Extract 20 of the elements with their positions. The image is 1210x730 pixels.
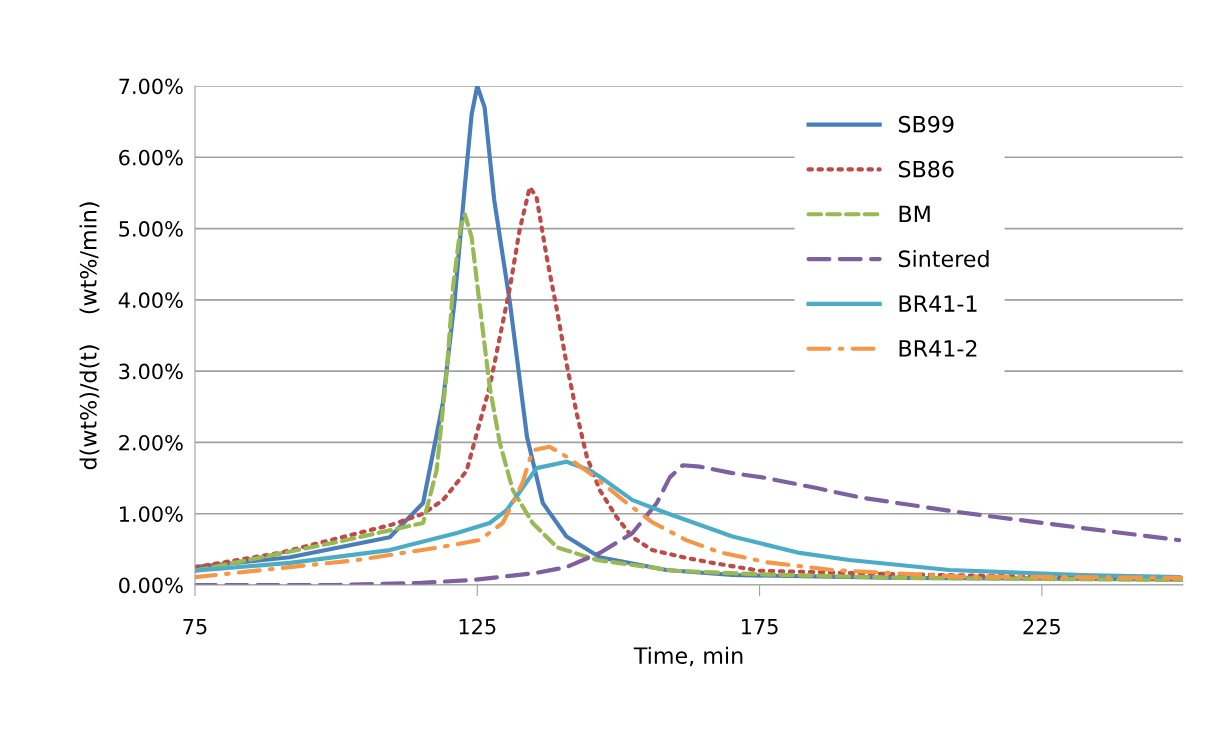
- y-tick-label: 2.00%: [119, 434, 183, 451]
- y-axis-title: d(wt%)/d(t) (wt%/min): [79, 202, 100, 470]
- legend-label: BR41-2: [899, 340, 977, 357]
- legend-label: SB86: [898, 160, 954, 178]
- y-tick-label: 3.00%: [119, 363, 183, 380]
- legend-label: BR41-1: [899, 295, 977, 312]
- y-tick-label: 6.00%: [119, 149, 183, 166]
- legend-label: SB99: [898, 115, 954, 133]
- y-tick-label: 5.00%: [119, 221, 183, 237]
- legend-label: Sintered: [898, 249, 989, 268]
- y-tick-label: 0.00%: [119, 577, 183, 594]
- y-tick-label: 1.00%: [120, 506, 183, 522]
- y-tick-label: 4.00%: [118, 292, 183, 309]
- x-tick-label: 125: [459, 618, 496, 635]
- x-tick-label: 75: [183, 618, 207, 635]
- x-tick-label: 175: [741, 618, 778, 635]
- x-tick-label: 225: [1023, 618, 1060, 635]
- y-tick-label: 7.00%: [119, 78, 183, 95]
- x-axis-title: Time, min: [633, 646, 743, 667]
- legend-label: BM: [899, 205, 930, 222]
